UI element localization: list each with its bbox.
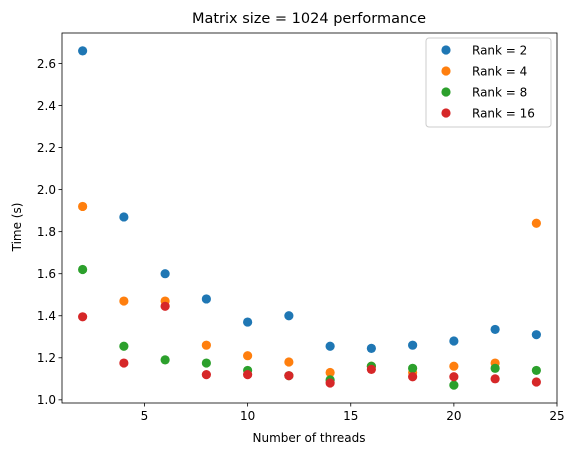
data-point-series-2: [119, 296, 129, 306]
data-point-series-1: [366, 343, 376, 353]
y-tick-label: 2.0: [37, 183, 56, 197]
data-point-series-1: [325, 341, 335, 351]
data-point-series-1: [531, 330, 541, 340]
data-point-series-1: [284, 311, 294, 321]
legend-label: Rank = 2: [472, 43, 527, 57]
data-point-series-4: [408, 372, 418, 382]
legend-label: Rank = 8: [472, 85, 527, 99]
data-point-series-2: [284, 357, 294, 367]
y-tick-label: 1.0: [37, 393, 56, 407]
data-point-series-2: [201, 340, 211, 350]
data-point-series-4: [284, 371, 294, 381]
data-point-series-1: [201, 294, 211, 304]
y-tick-label: 2.6: [37, 57, 56, 71]
data-point-series-3: [531, 365, 541, 376]
legend-box: [425, 37, 552, 128]
data-point-series-1: [243, 317, 253, 327]
legend-label: Rank = 16: [472, 106, 535, 120]
data-point-series-3: [201, 358, 211, 368]
data-point-series-3: [449, 380, 459, 390]
chart-title: Matrix size = 1024 performance: [192, 11, 426, 27]
y-tick-label: 1.4: [37, 309, 56, 323]
data-point-series-1: [78, 46, 88, 56]
data-point-series-3: [408, 363, 418, 373]
data-point-series-2: [325, 367, 335, 378]
data-point-series-3: [160, 355, 170, 365]
data-point-series-4: [325, 378, 335, 388]
data-point-series-4: [160, 301, 170, 311]
data-point-series-1: [119, 212, 129, 222]
data-point-series-1: [160, 269, 170, 279]
data-point-series-3: [119, 341, 129, 351]
data-point-series-2: [78, 201, 88, 212]
data-point-series-3: [490, 363, 500, 373]
x-tick-label: 25: [549, 409, 564, 423]
data-point-series-4: [449, 372, 459, 382]
data-point-series-4: [243, 370, 253, 380]
data-point-series-2: [243, 351, 253, 361]
legend-label: Rank = 4: [472, 64, 527, 78]
data-point-series-3: [78, 264, 88, 275]
data-point-series-2: [449, 361, 459, 371]
y-tick-label: 1.8: [37, 225, 56, 239]
data-point-series-4: [201, 370, 211, 380]
y-tick-label: 1.2: [37, 351, 56, 365]
data-point-series-4: [490, 374, 500, 384]
x-tick-label: 10: [240, 409, 255, 423]
plot-frame: [61, 32, 558, 404]
x-axis-label: Number of threads: [253, 431, 366, 445]
data-point-series-4: [531, 377, 541, 387]
legend: Rank = 2 Rank = 4 Rank = 8 Rank = 16: [425, 37, 552, 128]
legend-marker: [441, 66, 451, 76]
x-tick-label: 20: [446, 409, 461, 423]
data-point-series-2: [531, 218, 541, 228]
data-points: [78, 46, 541, 390]
axis-ticks: 5 10 15 20 25 1.0 1.2 1.4 1.6 1.8 2.0 2.2 2.4 2.6: [37, 57, 565, 423]
y-axis-label: Time (s): [10, 203, 24, 253]
data-point-series-4: [78, 312, 88, 322]
x-tick-label: 15: [343, 409, 358, 423]
data-point-series-1: [449, 336, 459, 346]
y-tick-label: 1.6: [37, 267, 56, 281]
y-tick-label: 2.2: [37, 141, 56, 155]
data-point-series-4: [119, 358, 129, 368]
legend-marker: [441, 87, 451, 97]
x-tick-label: 5: [141, 409, 149, 423]
legend-marker: [441, 45, 451, 55]
data-point-series-4: [366, 364, 376, 374]
data-point-series-1: [490, 324, 500, 335]
y-tick-label: 2.4: [37, 99, 56, 113]
data-point-series-1: [408, 340, 418, 350]
legend-marker: [441, 108, 451, 118]
